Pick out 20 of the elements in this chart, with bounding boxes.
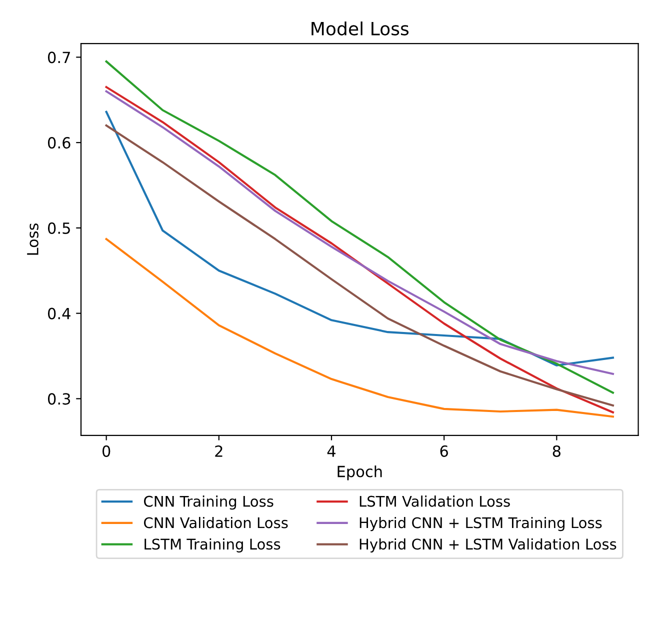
y-tick-label: 0.7	[48, 52, 70, 64]
x-axis-title: Epoch	[338, 465, 382, 480]
y-tick-label: 0.3	[48, 393, 70, 405]
x-tick-label: 8	[552, 445, 560, 457]
legend-label: LSTM Validation Loss	[360, 496, 510, 507]
y-tick-label: 0.4	[48, 308, 70, 320]
legend-label: Hybrid CNN + LSTM Training Loss	[360, 516, 602, 532]
legend-label: Hybrid CNN + LSTM Validation Loss	[360, 538, 616, 552]
line-series	[105, 238, 614, 418]
x-tick-label: 6	[440, 445, 448, 457]
chart-title: Model Loss	[312, 21, 409, 36]
legend-label: CNN Validation Loss	[144, 516, 288, 528]
legend-label: LSTM Training Loss	[144, 538, 280, 552]
x-tick-label: 0	[102, 445, 110, 457]
y-tick-label: 0.5	[48, 222, 70, 234]
y-tick-label: 0.6	[48, 137, 70, 149]
x-tick-label: 4	[327, 446, 336, 457]
x-tick-label: 2	[215, 445, 222, 457]
legend-label: CNN Training Loss	[144, 496, 274, 510]
y-axis-title: Loss	[27, 223, 38, 255]
